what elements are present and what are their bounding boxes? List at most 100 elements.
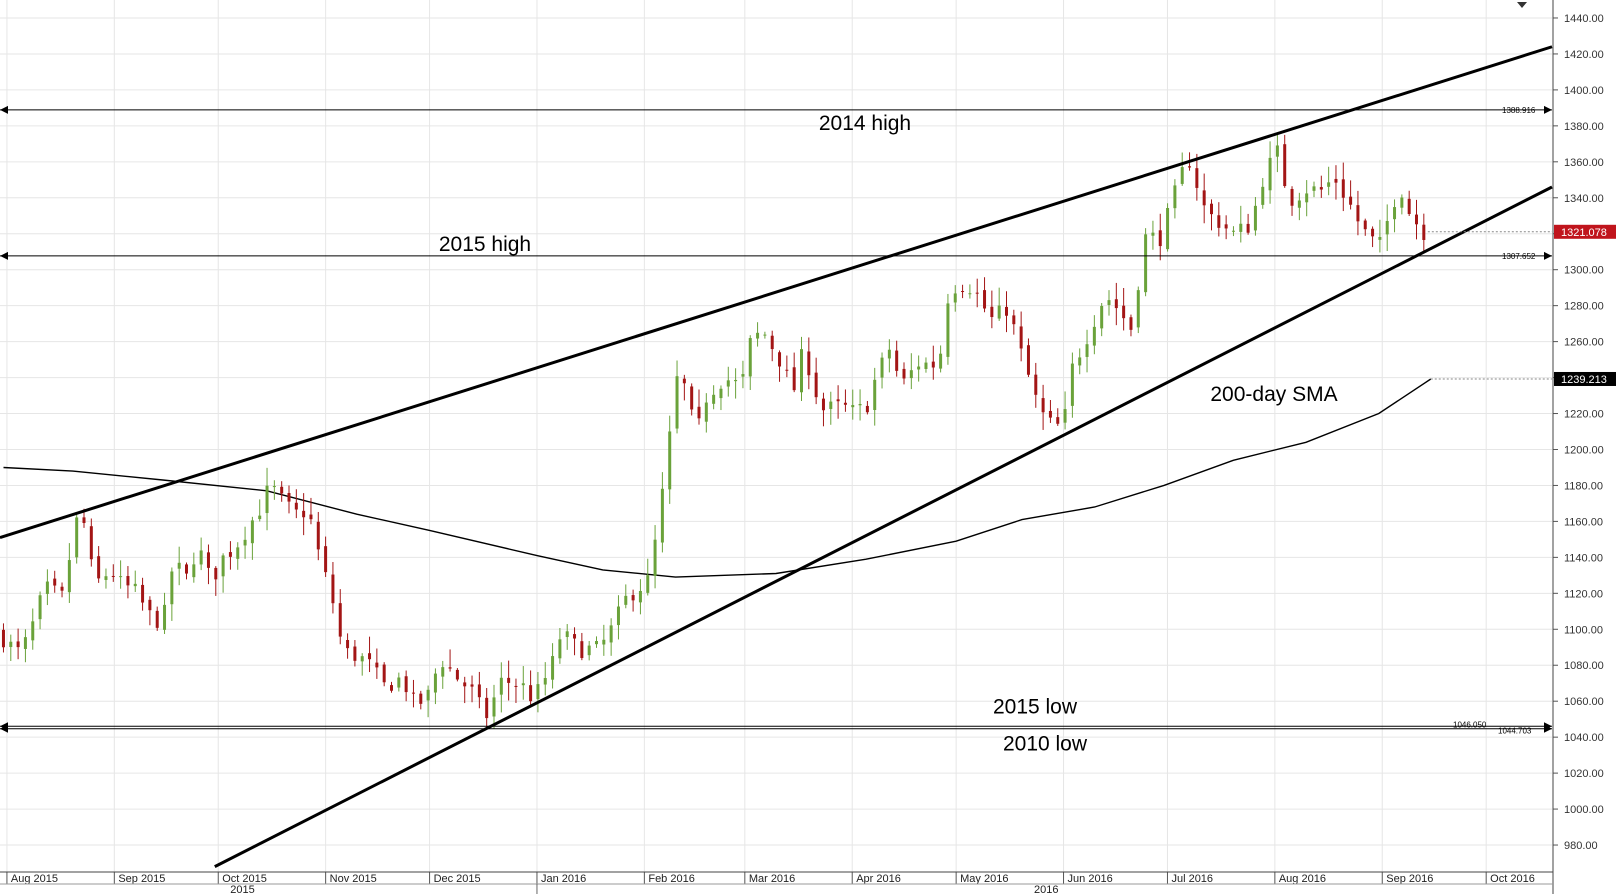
candle-bull — [712, 394, 716, 404]
candle-bull — [272, 486, 276, 488]
candle-bear — [1188, 166, 1192, 168]
candle-bear — [89, 526, 93, 560]
candle-bear — [97, 556, 101, 579]
candle-bear — [316, 521, 320, 550]
candle-bear — [573, 634, 577, 639]
candle-bull — [595, 641, 598, 645]
candle-bear — [1048, 410, 1052, 418]
candle-bull — [1253, 205, 1257, 231]
candle-bull — [192, 564, 196, 578]
candle-bear — [404, 676, 408, 693]
candle-bull — [1400, 197, 1404, 208]
arrow-right-icon — [1544, 724, 1552, 733]
candle-bull — [265, 485, 269, 514]
arrow-left-icon — [0, 251, 8, 260]
y-tick-label: 1220.00 — [1564, 409, 1604, 421]
candle-bear — [382, 664, 386, 683]
candle-bear — [485, 697, 489, 719]
candle-bull — [616, 606, 620, 626]
trendlines — [0, 45, 1553, 868]
sma-200-line-group — [3, 378, 1432, 578]
y-tick-label: 1440.00 — [1564, 13, 1604, 25]
level-value-2010-low: 1044.703 — [1498, 727, 1532, 736]
candle-bull — [75, 517, 79, 558]
arrow-right-icon — [1544, 251, 1552, 260]
candle-bull — [851, 405, 855, 408]
x-tick-label: Mar 2016 — [749, 873, 795, 885]
candle-bear — [16, 641, 20, 648]
candle-bear — [294, 502, 298, 510]
y-tick-label: 1420.00 — [1564, 49, 1604, 61]
candle-bull — [1136, 290, 1140, 328]
candle-bull — [1078, 357, 1082, 366]
candle-bull — [756, 332, 760, 339]
candle-bull — [1151, 232, 1155, 236]
candle-bull — [873, 379, 877, 410]
candle-bear — [111, 575, 115, 577]
candle-bear — [280, 486, 284, 494]
candle-bull — [909, 370, 913, 379]
candle-bear — [807, 351, 811, 376]
arrow-left-icon — [0, 105, 8, 114]
candle-bear — [1158, 230, 1162, 247]
candle-bear — [411, 692, 415, 694]
candle-bull — [668, 431, 672, 490]
candle-bull — [119, 576, 123, 578]
level-value-2015-high: 1307.652 — [1502, 252, 1536, 261]
candle-bull — [1261, 186, 1265, 205]
candle-bear — [843, 402, 847, 405]
candle-bear — [931, 361, 935, 368]
annotation-2015-low: 2015 low — [993, 695, 1078, 718]
candle-bull — [433, 673, 437, 693]
x-tick-label: May 2016 — [960, 873, 1008, 885]
candle-bull — [704, 402, 708, 422]
candle-bear — [1019, 326, 1023, 349]
candle-bull — [1085, 344, 1089, 357]
candle-bull — [236, 547, 240, 559]
candle-bull — [1231, 230, 1235, 232]
candle-bull — [1305, 193, 1309, 203]
candle-bull — [536, 684, 540, 700]
candle-bull — [163, 604, 167, 630]
candle-bull — [1144, 234, 1148, 293]
x-tick-label: Jul 2016 — [1171, 873, 1213, 885]
x-tick-label: Oct 2015 — [222, 873, 267, 885]
candle-bear — [1217, 215, 1221, 228]
candle-bull — [565, 631, 569, 638]
candle-bull — [177, 562, 181, 569]
candle-bear — [1026, 345, 1030, 375]
candle-bear — [1407, 198, 1411, 214]
candle-bear — [419, 693, 423, 704]
candle-bull — [199, 550, 203, 565]
chart-grid — [0, 0, 1552, 872]
candle-bear — [1041, 398, 1045, 413]
candle-bull — [997, 305, 1001, 319]
candle-bear — [1283, 144, 1287, 187]
candle-bull — [1063, 409, 1067, 423]
candle-bear — [477, 684, 481, 698]
y-tick-label: 1100.00 — [1564, 624, 1603, 636]
candle-bear — [1210, 203, 1213, 215]
candle-bull — [1275, 145, 1279, 157]
candle-bull — [543, 678, 547, 685]
candle-bull — [23, 637, 27, 649]
candle-bear — [507, 677, 511, 683]
x-tick-label: Apr 2016 — [856, 873, 901, 885]
candle-bear — [697, 406, 701, 419]
y-tick-label: 1040.00 — [1564, 732, 1604, 744]
candle-bear — [302, 510, 306, 518]
chevron-down-icon[interactable] — [1517, 2, 1527, 8]
candle-bull — [426, 689, 430, 701]
candle-bear — [1363, 220, 1367, 230]
candle-bear — [155, 610, 159, 628]
candle-bull — [653, 539, 657, 576]
candle-bull — [441, 667, 445, 677]
y-tick-label: 1280.00 — [1564, 301, 1604, 313]
candle-bull — [1268, 157, 1272, 191]
candle-bull — [38, 595, 42, 620]
candle-bear — [1056, 417, 1060, 424]
candle-bull — [45, 581, 49, 594]
candle-bear — [1356, 205, 1360, 222]
candle-bull — [1378, 236, 1382, 240]
candle-bull — [67, 560, 71, 593]
